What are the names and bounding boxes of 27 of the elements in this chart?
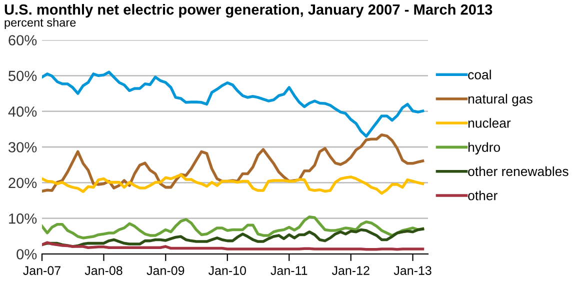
x-tick-label: Jan-08	[84, 266, 122, 275]
x-tick-label: Jan-09	[146, 266, 184, 275]
y-tick-label: 40%	[8, 106, 37, 117]
x-tick-label: Jan-11	[270, 266, 308, 275]
x-tick-label: Jan-07	[23, 266, 60, 275]
y-tick-label: 20%	[8, 178, 37, 188]
legend-label: other	[468, 190, 498, 200]
line-series	[42, 241, 424, 251]
line-series	[42, 173, 424, 195]
legend-label: coal	[468, 70, 491, 80]
y-tick-label: 0%	[16, 249, 37, 260]
y-tick-label: 30%	[8, 142, 37, 152]
y-tick-label: 50%	[8, 70, 37, 82]
chart-subtitle: percent share	[4, 18, 76, 30]
line-series	[42, 228, 424, 248]
line-series	[42, 216, 424, 240]
chart-title: U.S. monthly net electric power generation, January 2007 - March 2013	[4, 4, 492, 18]
legend-label: other renewables	[468, 166, 568, 176]
legend-label: nuclear	[468, 118, 511, 128]
legend-label: natural gas	[468, 94, 532, 106]
line-series	[42, 70, 424, 138]
x-tick-label: Jan-12	[332, 266, 370, 275]
y-tick-label: 10%	[9, 213, 37, 224]
x-tick-label: Jan-10	[208, 266, 246, 275]
x-tick-label: Jan-13	[394, 266, 432, 275]
legend-label: hydro	[468, 142, 500, 155]
y-tick-label: 60%	[8, 35, 37, 46]
